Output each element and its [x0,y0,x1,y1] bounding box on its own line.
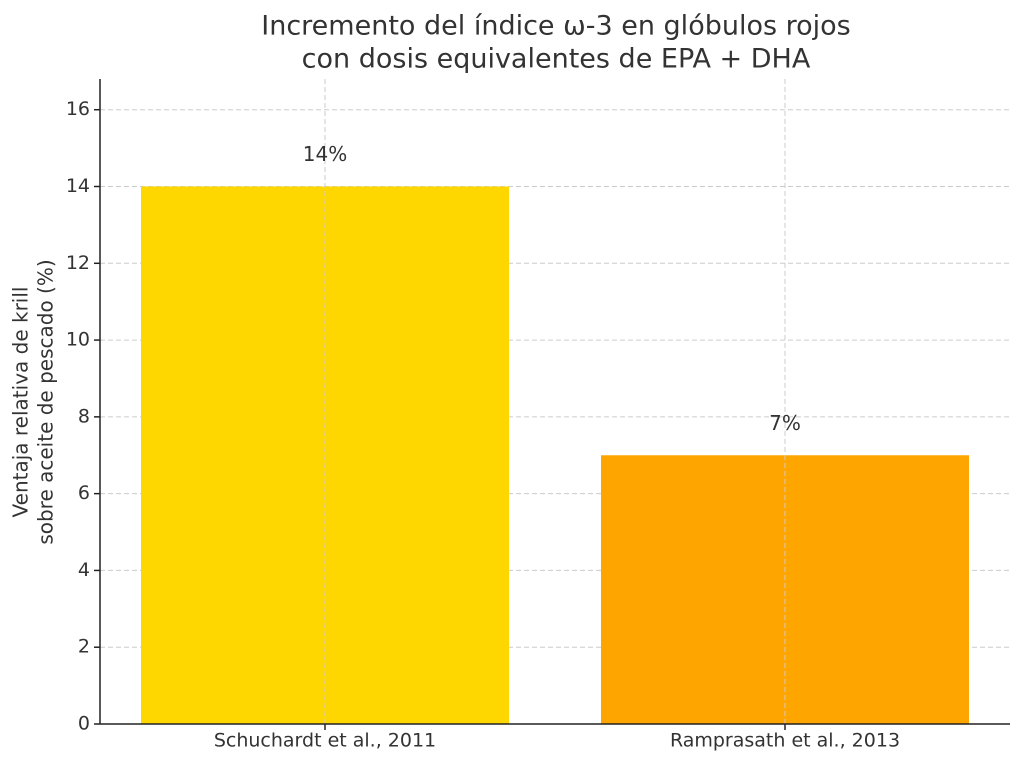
y-tick-label: 16 [66,98,90,120]
value-label: 14% [303,142,347,166]
y-tick-label: 2 [78,636,90,658]
y-tick-label: 8 [78,405,90,427]
y-tick-label: 10 [66,329,90,351]
y-tick-label: 14 [66,175,90,197]
y-axis-label: Ventaja relativa de krill [9,287,33,518]
y-tick-label: 4 [78,559,90,581]
value-label: 7% [769,411,801,435]
x-tick-label: Ramprasath et al., 2013 [670,730,900,752]
x-tick-label: Schuchardt et al., 2011 [214,730,436,752]
y-tick-label: 6 [78,482,90,504]
y-tick-label: 0 [78,713,90,735]
y-tick-label: 12 [66,252,90,274]
y-axis-label: sobre aceite de pescado (%) [34,259,58,544]
chart-title: con dosis equivalentes de EPA + DHA [302,44,811,75]
chart-title: Incremento del índice ω-3 en glóbulos ro… [261,11,851,42]
